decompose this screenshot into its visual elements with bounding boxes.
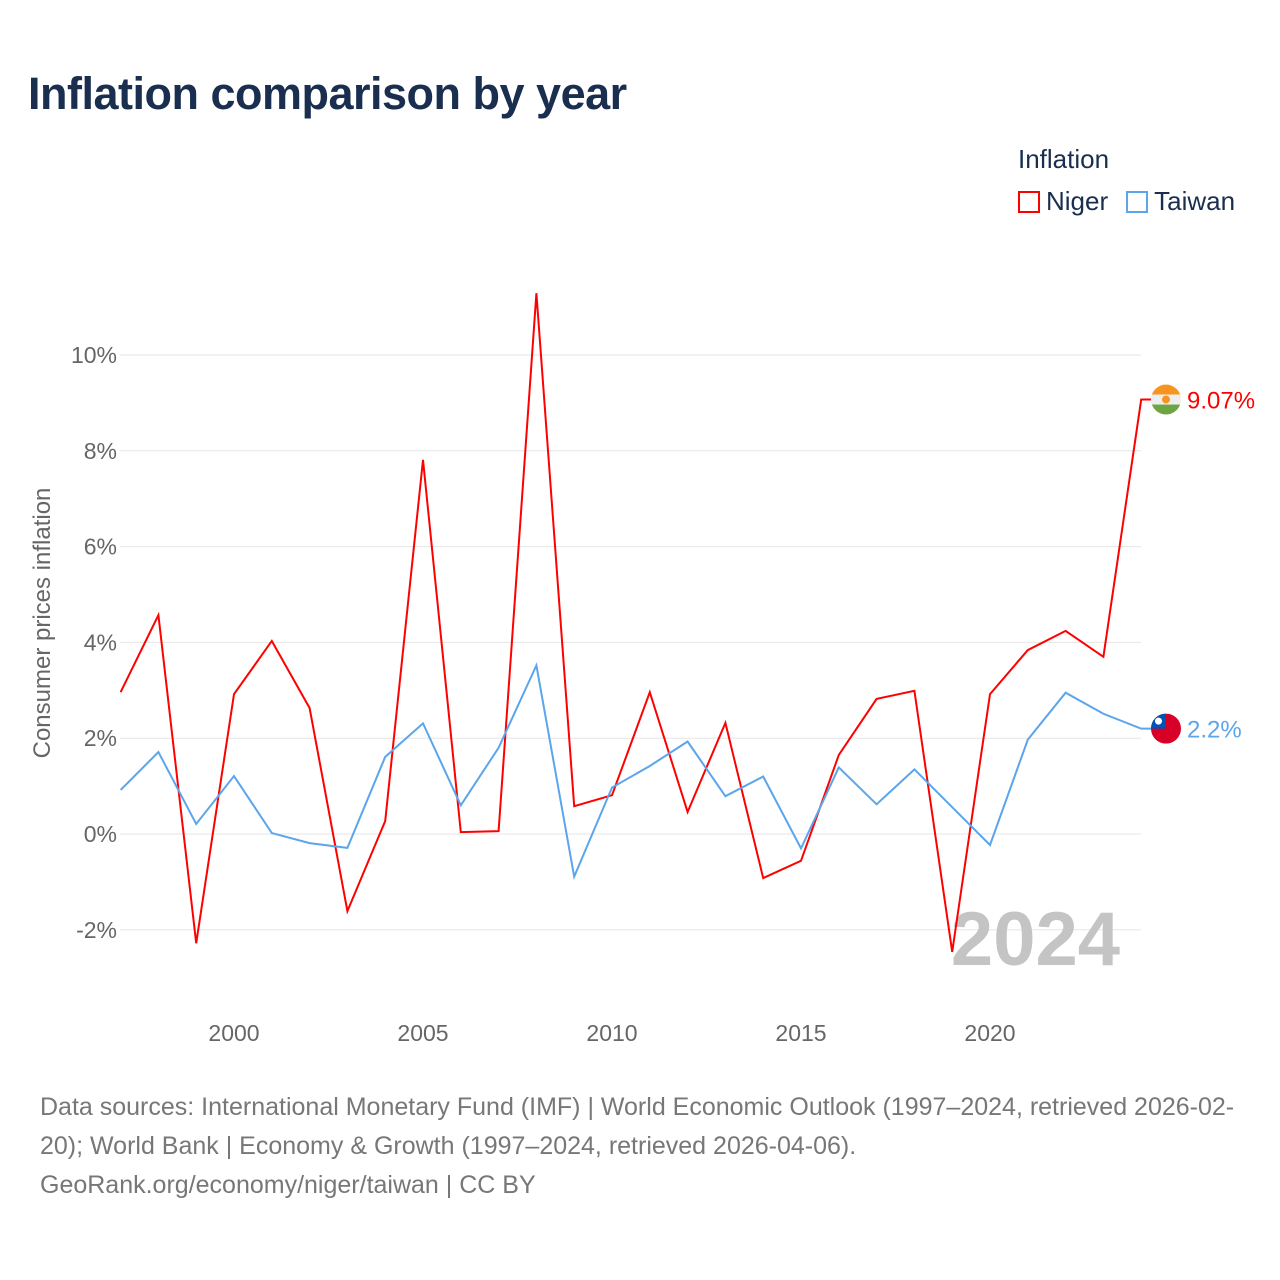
series-line-taiwan [119, 662, 1152, 881]
legend-swatch-niger [1018, 190, 1040, 213]
end-value-label: 9.07% [1187, 388, 1255, 415]
legend: Niger Taiwan [1018, 186, 1235, 217]
flag-sun [1155, 717, 1162, 725]
data-sources: Data sources: International Monetary Fun… [40, 1093, 1235, 1160]
y-tick-label: 2% [84, 725, 117, 751]
legend-label: Taiwan [1154, 186, 1236, 216]
x-tick-label: 2020 [964, 1020, 1015, 1046]
y-tick-label: 6% [84, 534, 117, 560]
series-line-niger [119, 293, 1152, 952]
flag-icon-niger [1151, 384, 1181, 415]
x-tick-label: 2005 [397, 1020, 448, 1046]
x-tick-label: 2000 [208, 1020, 259, 1046]
legend-item-niger[interactable]: Niger [1018, 186, 1108, 217]
y-tick-label: -2% [76, 917, 117, 943]
legend-title: Inflation [1018, 144, 1110, 174]
x-tick-label: 2010 [586, 1020, 637, 1046]
legend-swatch-taiwan [1126, 190, 1149, 213]
footer: Data sources: International Monetary Fun… [40, 1088, 1250, 1205]
flag-icon-taiwan [1151, 713, 1181, 744]
flag-sun [1162, 395, 1170, 404]
end-value-label: 2.2% [1187, 717, 1242, 744]
y-tick-label: 4% [84, 629, 117, 655]
legend-label: Niger [1046, 186, 1109, 216]
y-axis-label: Consumer prices inflation [29, 488, 56, 759]
year-watermark: 2024 [951, 897, 1120, 982]
y-tick-label: 0% [84, 821, 117, 847]
credit: GeoRank.org/economy/niger/taiwan | CC BY [40, 1171, 536, 1199]
flag-stripe [1151, 384, 1181, 395]
flag-stripe [1151, 404, 1181, 415]
x-tick-label: 2015 [775, 1020, 826, 1046]
chart-title: Inflation comparison by year [28, 68, 627, 119]
y-tick-label: 10% [71, 342, 117, 368]
y-tick-label: 8% [84, 438, 117, 464]
legend-item-taiwan[interactable]: Taiwan [1126, 186, 1235, 217]
